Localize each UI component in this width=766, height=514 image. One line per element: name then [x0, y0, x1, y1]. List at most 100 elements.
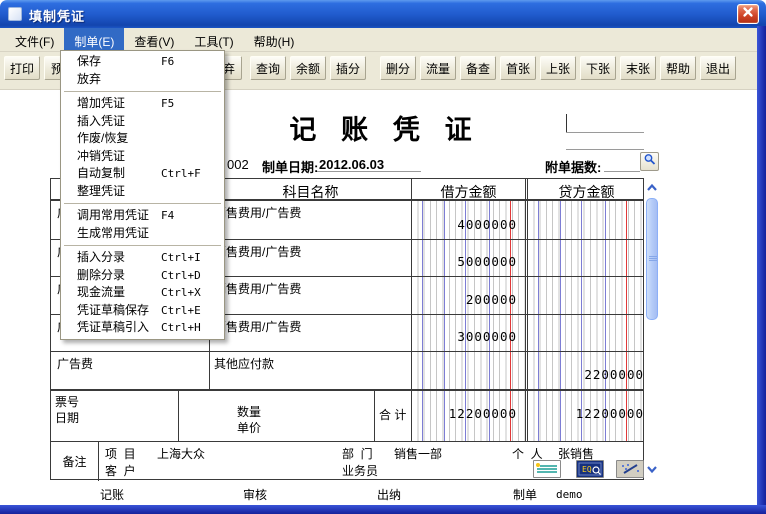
menu-separator: [64, 203, 221, 204]
table-row: 广告费 销售费用/广告费 200000: [51, 276, 645, 314]
menu-file[interactable]: 文件(F): [15, 35, 55, 49]
blank-field-underline-1[interactable]: [566, 132, 644, 133]
subject-cell[interactable]: 销售费用/广告费: [209, 201, 411, 239]
menu-item-make-common-voucher[interactable]: 生成常用凭证: [77, 225, 150, 240]
menu-item-auto-copy[interactable]: 自动复制 Ctrl+F: [77, 166, 201, 180]
total-debit-amount: 12200000: [448, 406, 517, 421]
window-icon: [8, 7, 22, 21]
menu-item-arrange-voucher[interactable]: 整理凭证: [77, 183, 126, 198]
menu-item-save[interactable]: 保存 F6: [77, 54, 175, 68]
credit-cell[interactable]: [527, 277, 645, 314]
menu-item-draft-import[interactable]: 凭证草稿引入 Ctrl+H: [77, 320, 201, 334]
attach-count-input[interactable]: [604, 171, 640, 172]
menu-tools[interactable]: 工具(T): [194, 35, 234, 49]
toolbar-last[interactable]: 末张: [620, 56, 656, 80]
toolbar-delete-entry[interactable]: 删分: [380, 56, 416, 80]
price-label: 单价: [237, 421, 262, 435]
magic-wand-icon-button[interactable]: [616, 460, 644, 478]
menu-view[interactable]: 查看(V): [134, 35, 175, 49]
vertical-scrollbar[interactable]: [644, 178, 660, 480]
date-underline: [317, 171, 421, 172]
subject-cell[interactable]: 销售费用/广告费: [209, 240, 411, 276]
toolbar-print[interactable]: 打印: [4, 56, 40, 80]
credit-amount: 2200000: [584, 367, 644, 382]
toolbar-help[interactable]: 帮助: [660, 56, 696, 80]
menu-separator: [64, 245, 221, 246]
notes-icon-button[interactable]: [533, 460, 561, 478]
scrollbar-thumb[interactable]: [646, 198, 658, 320]
table-row: 广告费 销售费用/广告费 5000000: [51, 239, 645, 276]
table-header-row: 科目名称 借方金额 贷方金额: [51, 179, 643, 201]
toolbar-prev[interactable]: 上张: [540, 56, 576, 80]
remark-fields: 项 目 上海大众 客 户 部 门 销售一部 业务员 个 人 张销售 EQ: [99, 442, 645, 481]
menu-item-void-restore[interactable]: 作废/恢复: [77, 131, 129, 145]
salesman-label: 业务员: [342, 464, 379, 478]
card-query-icon-button[interactable]: EQ: [576, 460, 604, 478]
menu-item-reverse-voucher[interactable]: 冲销凭证: [77, 148, 126, 163]
dept-value[interactable]: 销售一部: [394, 447, 443, 461]
remark-label: 备注: [51, 442, 99, 481]
title-bar[interactable]: 填制凭证: [0, 0, 766, 28]
table-row: 广告费 其他应付款 2200000: [51, 351, 645, 389]
svg-text:EQ: EQ: [582, 465, 592, 474]
menu-item-insert-voucher[interactable]: 插入凭证: [77, 113, 126, 128]
menu-help[interactable]: 帮助(H): [253, 35, 295, 49]
make-date-label: 制单日期:: [262, 160, 319, 175]
subject-cell[interactable]: 销售费用/广告费: [209, 277, 411, 314]
credit-cell[interactable]: [527, 240, 645, 276]
voucher-number: 002: [227, 157, 249, 172]
subject-cell[interactable]: 其他应付款: [209, 352, 411, 389]
toolbar-next[interactable]: 下张: [580, 56, 616, 80]
credit-cell[interactable]: [527, 201, 645, 239]
summary-cell[interactable]: 广告费: [51, 352, 209, 389]
menu-make[interactable]: 制单(E): [64, 28, 125, 52]
subject-cell[interactable]: 销售费用/广告费: [209, 315, 411, 351]
toolbar-balance[interactable]: 余额: [290, 56, 326, 80]
toolbar-cashflow[interactable]: 流量: [420, 56, 456, 80]
toolbar-first[interactable]: 首张: [500, 56, 536, 80]
close-button[interactable]: [737, 4, 759, 24]
customer-label: 客 户: [105, 464, 136, 478]
subject-text: 销售费用/广告费: [214, 282, 302, 296]
scroll-up-icon[interactable]: [646, 181, 658, 193]
toolbar-query[interactable]: 查询: [250, 56, 286, 80]
subject-text: 其他应付款: [214, 357, 275, 371]
debit-cell[interactable]: 3000000: [411, 315, 526, 351]
project-value[interactable]: 上海大众: [157, 447, 206, 461]
credit-cell[interactable]: [527, 315, 645, 351]
ticket-label: 票号: [55, 395, 80, 409]
cashier-label: 出纳: [377, 488, 402, 502]
toolbar-reference[interactable]: 备查: [460, 56, 496, 80]
total-debit-cell: 12200000: [411, 391, 526, 441]
attach-search-button[interactable]: [640, 152, 659, 171]
menu-bar: 文件(F) 制单(E) 查看(V) 工具(T) 帮助(H): [0, 28, 757, 52]
toolbar-exit[interactable]: 退出: [700, 56, 736, 80]
total-credit-cell: 12200000: [527, 391, 645, 441]
magnifier-icon: [643, 153, 656, 171]
menu-item-add-voucher[interactable]: 增加凭证 F5: [77, 96, 175, 110]
menu-item-insert-entry[interactable]: 插入分录 Ctrl+I: [77, 250, 201, 264]
qty-label: 数量: [237, 405, 262, 419]
person-value[interactable]: 张销售: [558, 447, 595, 461]
debit-cell[interactable]: [411, 352, 526, 389]
debit-cell[interactable]: 5000000: [411, 240, 526, 276]
debit-amount: 200000: [465, 292, 517, 307]
blank-field-underline-2[interactable]: [566, 149, 644, 150]
menu-item-use-common-voucher[interactable]: 调用常用凭证 F4: [77, 208, 175, 222]
thumb-grip: [649, 256, 657, 262]
credit-cell[interactable]: 2200000: [527, 352, 645, 389]
debit-cell[interactable]: 4000000: [411, 201, 526, 239]
menu-item-draft-save[interactable]: 凭证草稿保存 Ctrl+E: [77, 302, 201, 317]
debit-amount: 3000000: [457, 329, 517, 344]
toolbar-insert-entry[interactable]: 插分: [330, 56, 366, 80]
menu-item-discard[interactable]: 放弃: [77, 71, 102, 86]
menu-item-delete-entry[interactable]: 删除分录 Ctrl+D: [77, 267, 201, 282]
project-label: 项 目: [105, 447, 136, 461]
scroll-down-icon[interactable]: [646, 462, 658, 474]
make-date-value[interactable]: 2012.06.03: [319, 157, 385, 172]
subject-text: 销售费用/广告费: [214, 206, 302, 220]
debit-cell[interactable]: 200000: [411, 277, 526, 314]
menu-item-cash-flow[interactable]: 现金流量 Ctrl+X: [77, 285, 201, 299]
debit-header-cell: 借方金额: [411, 179, 526, 200]
